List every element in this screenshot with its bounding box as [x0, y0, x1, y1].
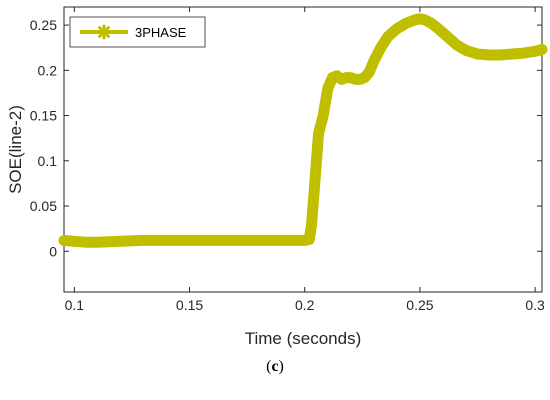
- x-tick-label: 0.25: [406, 297, 433, 313]
- y-tick-label: 0.15: [30, 108, 57, 124]
- legend-asterisk-icon: [96, 24, 112, 40]
- soe-line-chart: 0.1 0.15 0.2 0.25 0.3 0 0.05 0.1 0.15 0.2 0.25 3P…: [6, 6, 548, 348]
- y-axis-label: SOE(line-2): [6, 105, 25, 194]
- x-tick-labels: 0.1 0.15 0.2 0.25 0.3: [65, 297, 545, 313]
- x-tick-label: 0.3: [525, 297, 545, 313]
- legend-box: [69, 16, 206, 48]
- y-tick-label: 0.25: [30, 17, 57, 33]
- axis-ticks: [64, 7, 542, 292]
- y-tick-label: 0.2: [38, 62, 58, 78]
- x-tick-label: 0.1: [65, 297, 85, 313]
- y-tick-label: 0.1: [38, 153, 58, 169]
- y-tick-label: 0: [49, 243, 57, 259]
- x-axis-label: Time (seconds): [245, 329, 362, 348]
- legend-label-3phase: 3PHASE: [135, 25, 187, 40]
- x-tick-label: 0.15: [176, 297, 203, 313]
- x-tick-label: 0.2: [295, 297, 315, 313]
- series-line: [58, 13, 548, 248]
- figure-caption: (c): [266, 358, 284, 375]
- series-3phase: [58, 13, 548, 248]
- y-tick-label: 0.05: [30, 198, 57, 214]
- y-tick-labels: 0 0.05 0.1 0.15 0.2 0.25: [30, 17, 57, 259]
- legend: 3PHASE: [69, 16, 206, 48]
- caption-letter: c: [271, 358, 279, 375]
